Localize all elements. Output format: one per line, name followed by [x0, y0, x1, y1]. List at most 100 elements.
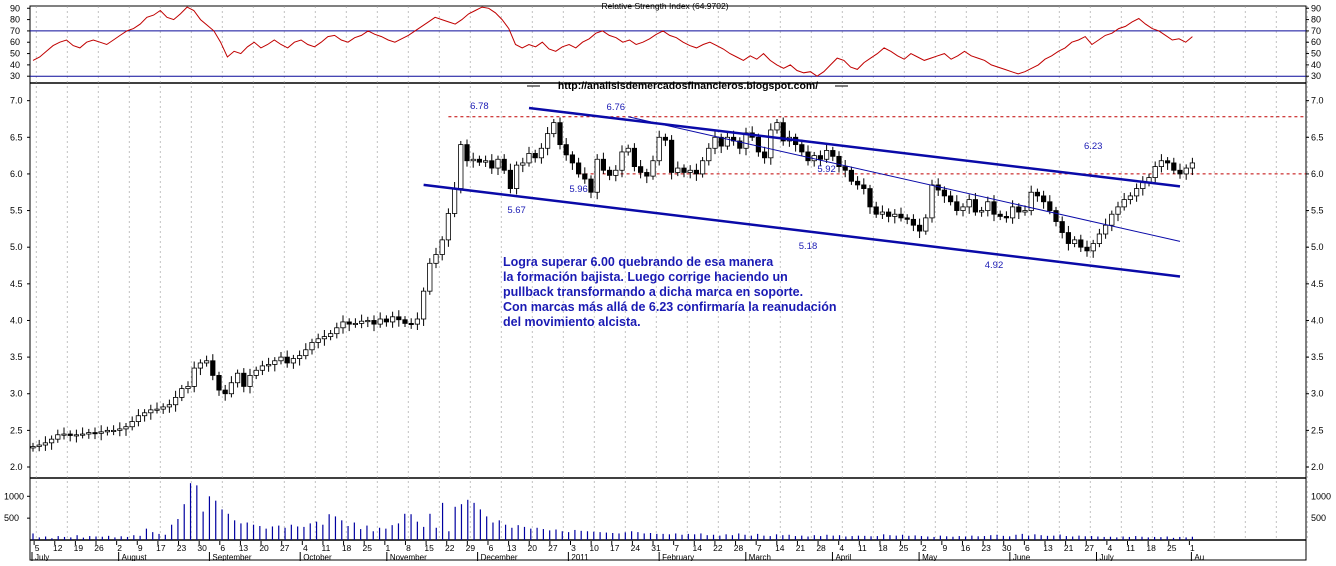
price-tick-label-left: 2.0: [10, 462, 23, 472]
date-day-label: 24: [631, 543, 641, 553]
candle-body: [941, 189, 948, 197]
candle-body: [638, 166, 644, 173]
date-day-label: 27: [280, 543, 290, 553]
candle-body: [86, 432, 92, 435]
date-day-label: 29: [466, 543, 476, 553]
candle-body: [470, 158, 476, 162]
candle-body: [1090, 243, 1096, 252]
price-tick-label-left: 5.5: [10, 206, 23, 216]
candle-body: [433, 254, 439, 264]
chart-frame: [29, 5, 1307, 561]
date-day-label: 13: [507, 543, 517, 553]
candle-body: [482, 160, 489, 163]
rsi-tick-label-right: 90: [1311, 3, 1321, 13]
candle-body: [191, 367, 197, 387]
date-day-label: 22: [445, 543, 455, 553]
date-day-label: 11: [1126, 543, 1135, 553]
candle-body: [241, 372, 247, 387]
candle-body: [365, 320, 371, 323]
price-tick-label-right: 6.0: [1311, 169, 1324, 179]
candle-body: [247, 375, 253, 387]
candle-body: [669, 139, 675, 173]
trend-line: [528, 106, 1181, 188]
date-day-label: 14: [775, 543, 785, 553]
candle-body: [1183, 167, 1189, 175]
date-month-label: April: [835, 553, 851, 561]
candle-body: [420, 290, 427, 320]
candle-body: [631, 147, 638, 167]
date-month-label: March: [749, 553, 771, 561]
candle-body: [656, 136, 662, 162]
date-day-label: 19: [74, 543, 84, 553]
price-label: 6.78: [470, 101, 489, 112]
date-month-label: August: [122, 553, 148, 561]
candle-body: [1028, 191, 1034, 211]
candle-body: [185, 386, 191, 390]
candle-body: [234, 372, 241, 384]
candle-body: [42, 442, 49, 446]
candle-body: [1059, 221, 1065, 233]
candle-body: [327, 333, 334, 337]
candle-body: [445, 213, 452, 241]
candle-body: [1096, 233, 1102, 244]
candle-body: [836, 155, 842, 167]
candle-body: [259, 365, 266, 371]
candle-body: [383, 318, 390, 323]
date-day-label: 30: [197, 543, 207, 553]
candle-body: [910, 218, 917, 226]
candle-body: [855, 180, 861, 186]
candle-body: [352, 322, 359, 325]
date-day-label: 22: [713, 543, 723, 553]
watermark: http://analisisdemercadosfinancieros.blo…: [558, 80, 818, 92]
candle-body: [607, 169, 613, 176]
candle-body: [278, 356, 284, 362]
date-day-label: 4: [839, 543, 844, 553]
date-day-label: 11: [858, 543, 867, 553]
candle-body: [1084, 246, 1090, 252]
date-day-label: 31: [651, 543, 661, 553]
date-day-label: 1: [385, 543, 390, 553]
rsi-title: Relative Strength Index (64.9702): [601, 1, 728, 11]
candle-body: [1041, 195, 1047, 203]
price-tick-label-left: 6.0: [10, 169, 23, 179]
date-day-label: 16: [961, 543, 971, 553]
candle-body: [30, 446, 36, 449]
rsi-line: [32, 6, 1193, 77]
candle-body: [141, 412, 148, 417]
candle-body: [265, 364, 272, 367]
candle-body: [55, 434, 61, 440]
date-day-label: 11: [322, 543, 331, 553]
candle-body: [948, 195, 954, 203]
candle-body: [166, 404, 172, 408]
date-day-label: 7: [674, 543, 679, 553]
date-day-label: 18: [342, 543, 352, 553]
candle-body: [886, 211, 892, 217]
candle-body: [848, 169, 855, 182]
candle-body: [1010, 206, 1016, 219]
candle-body: [408, 322, 414, 325]
candle-body: [681, 167, 687, 173]
date-day-label: 27: [548, 543, 558, 553]
candle-body: [272, 360, 278, 365]
candle-body: [489, 160, 495, 169]
candle-body: [1134, 188, 1140, 197]
candle-body: [129, 421, 135, 428]
date-day-label: 20: [259, 543, 269, 553]
candle-body: [1022, 210, 1028, 213]
price-tick-label-right: 3.0: [1311, 389, 1324, 399]
candle-body: [402, 319, 408, 324]
candle-body: [1158, 160, 1164, 167]
rsi-tick-label-right: 80: [1311, 15, 1321, 25]
candle-body: [768, 129, 774, 159]
candle-body: [1115, 206, 1121, 215]
price-label: 4.92: [985, 260, 1004, 271]
candle-body: [98, 431, 104, 434]
date-day-label: 14: [693, 543, 703, 553]
candle-body: [458, 144, 464, 189]
date-day-label: 20: [528, 543, 538, 553]
date-month-label: June: [1013, 553, 1031, 561]
candle-body: [154, 408, 160, 411]
candle-body: [985, 201, 991, 211]
